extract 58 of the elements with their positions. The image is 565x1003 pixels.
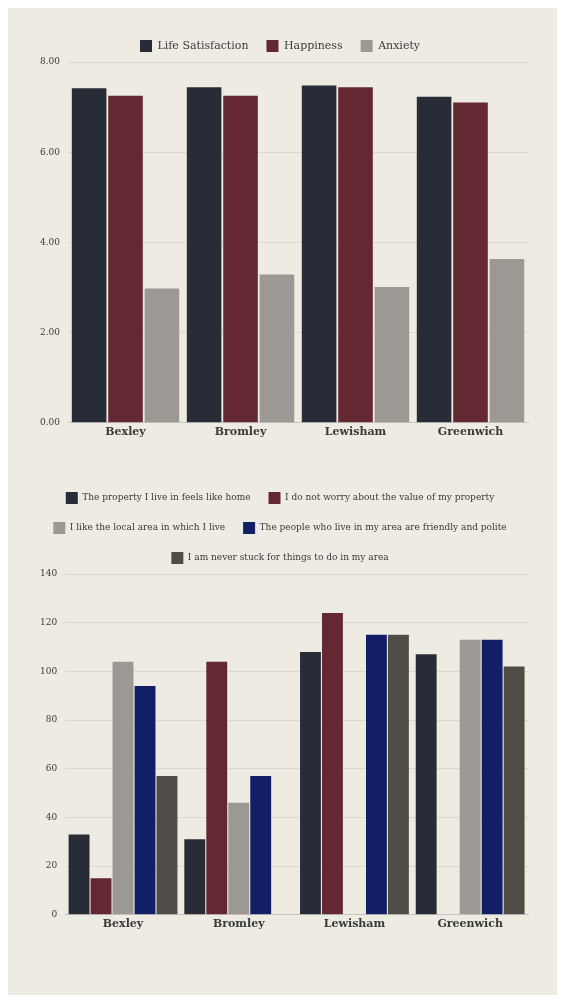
y-tick-label: 4.00 (39, 236, 61, 247)
legend-label: I am never stuck for things to do in my area (187, 552, 390, 563)
y-tick-label: 60 (45, 763, 58, 774)
x-tick-label: Bexley (102, 917, 144, 931)
bar (184, 839, 206, 915)
bar (387, 634, 409, 915)
bar (415, 654, 437, 915)
bar (300, 651, 321, 915)
bar (338, 87, 373, 423)
bar (108, 95, 143, 423)
bar (228, 802, 250, 915)
bar (301, 85, 337, 423)
bar (206, 661, 228, 915)
bar (481, 639, 503, 915)
y-tick-label: 0.00 (39, 417, 61, 428)
y-tick-label: 20 (45, 860, 58, 871)
legend-label: The people who live in my area are friendly and polite (259, 522, 507, 533)
bar (322, 612, 343, 915)
x-tick-label: Greenwich (437, 917, 503, 931)
bar (112, 661, 134, 915)
bar (90, 878, 112, 915)
y-tick-label: 100 (39, 665, 58, 676)
y-tick-label: 40 (45, 811, 58, 822)
bar (365, 634, 387, 915)
bar (259, 274, 295, 423)
bar (144, 288, 180, 423)
bar (68, 834, 90, 915)
x-tick-label: Bromley (214, 425, 267, 439)
bar (459, 639, 481, 915)
legend-label: I like the local area in which I live (69, 522, 226, 533)
legend-label: Happiness (283, 38, 343, 52)
x-tick-label: Greenwich (437, 425, 504, 439)
bar (374, 287, 410, 423)
y-tick-label: 2.00 (39, 326, 61, 337)
x-tick-label: Lewisham (324, 425, 387, 439)
y-tick-label: 140 (39, 568, 58, 579)
x-tick-label: Bexley (105, 425, 147, 439)
legend-label: I do not worry about the value of my property (285, 492, 496, 503)
bar (489, 259, 525, 423)
x-tick-label: Bromley (212, 917, 266, 931)
y-tick-label: 120 (39, 617, 58, 628)
legend-label: Life Satisfaction (157, 38, 249, 52)
y-tick-label: 8.00 (39, 56, 61, 67)
y-tick-label: 0 (51, 909, 58, 920)
bar (156, 776, 178, 915)
bar (416, 96, 452, 423)
bar (453, 102, 488, 423)
y-tick-label: 80 (45, 714, 58, 725)
x-tick-label: Lewisham (323, 917, 386, 931)
legend-label: The property I live in feels like home (82, 492, 251, 503)
bar (186, 87, 222, 423)
y-tick-label: 6.00 (39, 146, 61, 157)
bar (223, 95, 258, 423)
legend-label: Anxiety (377, 38, 421, 52)
bar (503, 666, 525, 915)
bar (134, 685, 156, 915)
bar (71, 88, 107, 423)
bar (250, 776, 272, 915)
